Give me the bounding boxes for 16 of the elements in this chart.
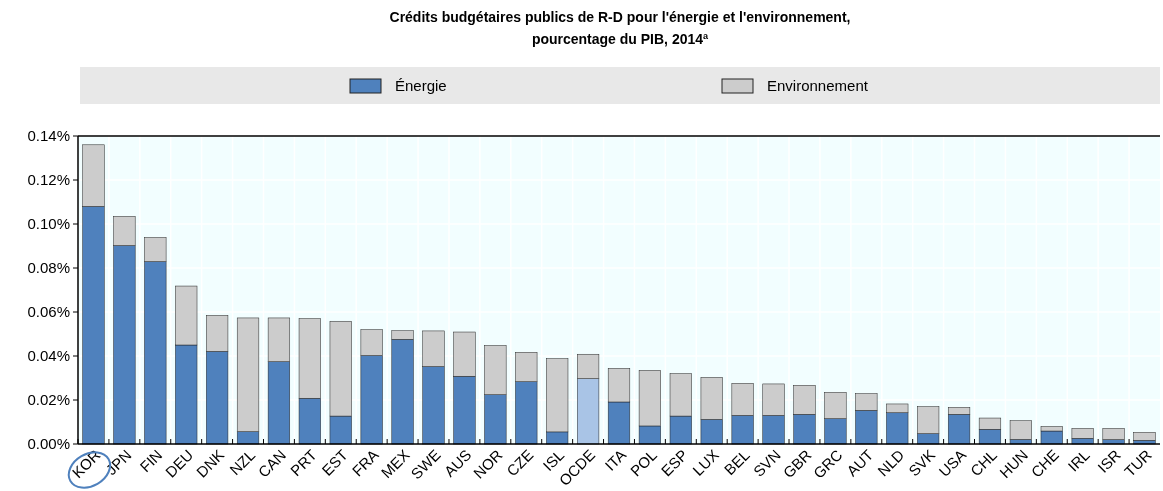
x-tick-label: NZL xyxy=(226,446,259,479)
y-tick-label: 0.12% xyxy=(27,171,70,188)
x-tick-label: FIN xyxy=(136,446,166,476)
y-tick-label: 0.08% xyxy=(27,259,70,276)
y-tick-label: 0.00% xyxy=(27,435,70,452)
x-tick-label: JPN xyxy=(102,446,135,479)
legend-label: Énergie xyxy=(395,77,447,94)
y-tick-label: 0.10% xyxy=(27,215,70,232)
y-tick-label: 0.02% xyxy=(27,391,70,408)
y-tick-label: 0.14% xyxy=(27,127,70,144)
x-tick-label: IRL xyxy=(1064,446,1093,475)
y-tick-label: 0.04% xyxy=(27,347,70,364)
y-tick-label: 0.06% xyxy=(27,303,70,320)
legend-label: Environnement xyxy=(767,77,869,94)
x-tick-label: BEL xyxy=(720,446,753,479)
chart-title: Crédits budgétaires publics de R-D pour l'énergie et l'environnement, pourcentage du PIB, 2014$^{a}$ xyxy=(389,9,851,47)
